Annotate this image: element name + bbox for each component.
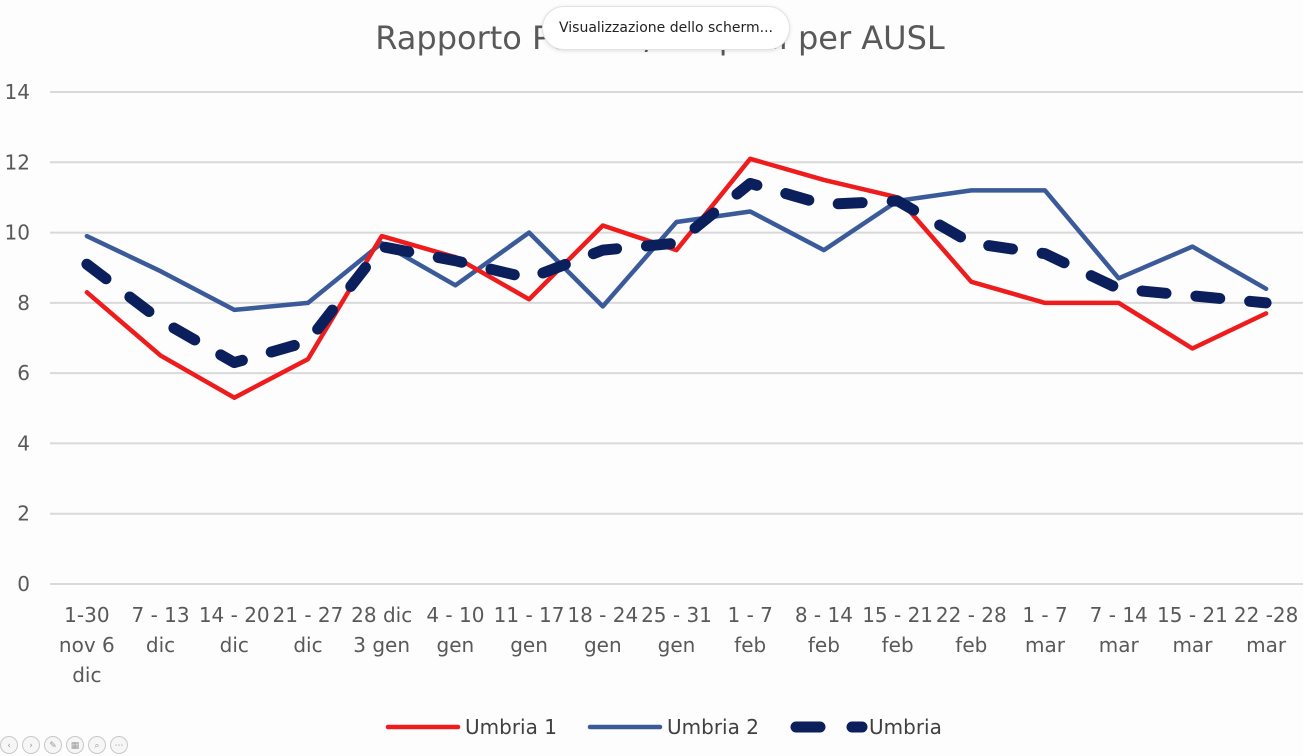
x-tick-label: 8 - 14 feb: [795, 603, 853, 657]
x-tick-line: 4 - 10: [426, 603, 484, 627]
x-tick-line: gen: [510, 633, 548, 657]
x-tick-line: 1-30: [64, 603, 109, 627]
x-tick-label: 18 - 24 gen: [567, 603, 638, 657]
x-tick-line: nov 6: [59, 633, 115, 657]
series-line-umbria-2: [84, 188, 1269, 313]
x-tick-label: 4 - 10 gen: [426, 603, 484, 657]
x-tick-line: feb: [808, 633, 840, 657]
x-tick-label: 7 - 14 mar: [1090, 603, 1148, 657]
pen-tool-button[interactable]: ✎: [44, 736, 62, 754]
x-tick-label: 22 - 28 feb: [936, 603, 1007, 657]
y-tick-label: 10: [5, 221, 30, 245]
y-tick-label: 4: [17, 431, 30, 455]
x-tick-line: dic: [293, 633, 322, 657]
x-tick-line: mar: [1099, 633, 1140, 657]
y-tick-label: 2: [17, 502, 30, 526]
previous-slide-button[interactable]: ‹: [0, 736, 18, 754]
x-tick-label: 14 - 20 dic: [199, 603, 270, 657]
y-tick-label: 0: [17, 572, 30, 596]
more-options-button[interactable]: ⋯: [110, 736, 128, 754]
x-tick-line: feb: [882, 633, 914, 657]
x-tick-label: 1-30 nov 6 dic: [59, 603, 115, 687]
y-tick-label: 8: [17, 291, 30, 315]
x-tick-line: 15 - 21: [862, 603, 933, 627]
x-tick-line: 1 - 7: [728, 603, 773, 627]
x-tick-label: 15 - 21 feb: [862, 603, 933, 657]
x-tick-line: feb: [734, 633, 766, 657]
x-tick-line: gen: [437, 633, 475, 657]
zoom-button[interactable]: ⌕: [88, 736, 106, 754]
x-tick-line: 14 - 20: [199, 603, 270, 627]
gridlines: [50, 91, 1303, 585]
y-tick-label: 12: [5, 150, 30, 174]
screen-share-text: Visualizzazione dello scherm...: [559, 20, 773, 36]
x-tick-line: 7 - 14: [1090, 603, 1148, 627]
x-tick-line: 3 gen: [353, 633, 410, 657]
x-tick-line: 18 - 24: [567, 603, 638, 627]
x-tick-line: 22 - 28: [936, 603, 1007, 627]
x-tick-line: 21 - 27: [273, 603, 344, 627]
legend-label: Umbria: [869, 715, 942, 739]
x-tick-line: mar: [1172, 633, 1213, 657]
x-axis-ticks: 1-30 nov 6 dic 7 - 13 dic 14 - 20 dic 21 - 27 di…: [59, 603, 1298, 687]
series-lines: [81, 156, 1272, 400]
x-tick-line: dic: [72, 663, 101, 687]
x-tick-line: 8 - 14: [795, 603, 853, 627]
x-tick-line: 28 dic: [351, 603, 412, 627]
x-tick-label: 15 - 21 mar: [1157, 603, 1228, 657]
x-tick-line: 11 - 17: [494, 603, 565, 627]
x-tick-label: 28 dic 3 gen: [351, 603, 412, 657]
x-tick-line: 25 - 31: [641, 603, 712, 627]
x-tick-line: 22 -28: [1234, 603, 1298, 627]
screen-share-notification[interactable]: Visualizzazione dello scherm...: [542, 6, 790, 50]
x-tick-label: 1 - 7 mar: [1022, 603, 1067, 657]
x-tick-label: 7 - 13 dic: [132, 603, 190, 657]
legend: Umbria 1 Umbria 2 Umbria: [385, 715, 942, 739]
y-tick-label: 14: [5, 80, 30, 104]
x-tick-line: gen: [584, 633, 622, 657]
y-tick-label: 6: [17, 361, 30, 385]
slides-overview-button[interactable]: ▦: [66, 736, 84, 754]
x-tick-label: 21 - 27 dic: [273, 603, 344, 657]
x-tick-line: dic: [146, 633, 175, 657]
x-tick-line: feb: [955, 633, 987, 657]
x-tick-line: 15 - 21: [1157, 603, 1228, 627]
x-tick-line: gen: [658, 633, 696, 657]
x-tick-label: 25 - 31 gen: [641, 603, 712, 657]
x-tick-line: mar: [1025, 633, 1066, 657]
series-line-umbria-1: [84, 156, 1269, 400]
x-tick-line: 1 - 7: [1022, 603, 1067, 627]
y-axis-ticks: 0 2 4 6 8 10 12 14: [5, 80, 30, 596]
series-line-umbria: [81, 177, 1272, 369]
x-tick-line: dic: [220, 633, 249, 657]
x-tick-line: 7 - 13: [132, 603, 190, 627]
x-tick-label: 11 - 17 gen: [494, 603, 565, 657]
x-tick-line: mar: [1246, 633, 1287, 657]
presentation-toolbar: ‹ › ✎ ▦ ⌕ ⋯: [0, 736, 128, 756]
next-slide-button[interactable]: ›: [22, 736, 40, 754]
x-tick-label: 22 -28 mar: [1234, 603, 1298, 657]
legend-label: Umbria 2: [667, 715, 759, 739]
legend-label: Umbria 1: [465, 715, 557, 739]
x-tick-label: 1 - 7 feb: [728, 603, 773, 657]
